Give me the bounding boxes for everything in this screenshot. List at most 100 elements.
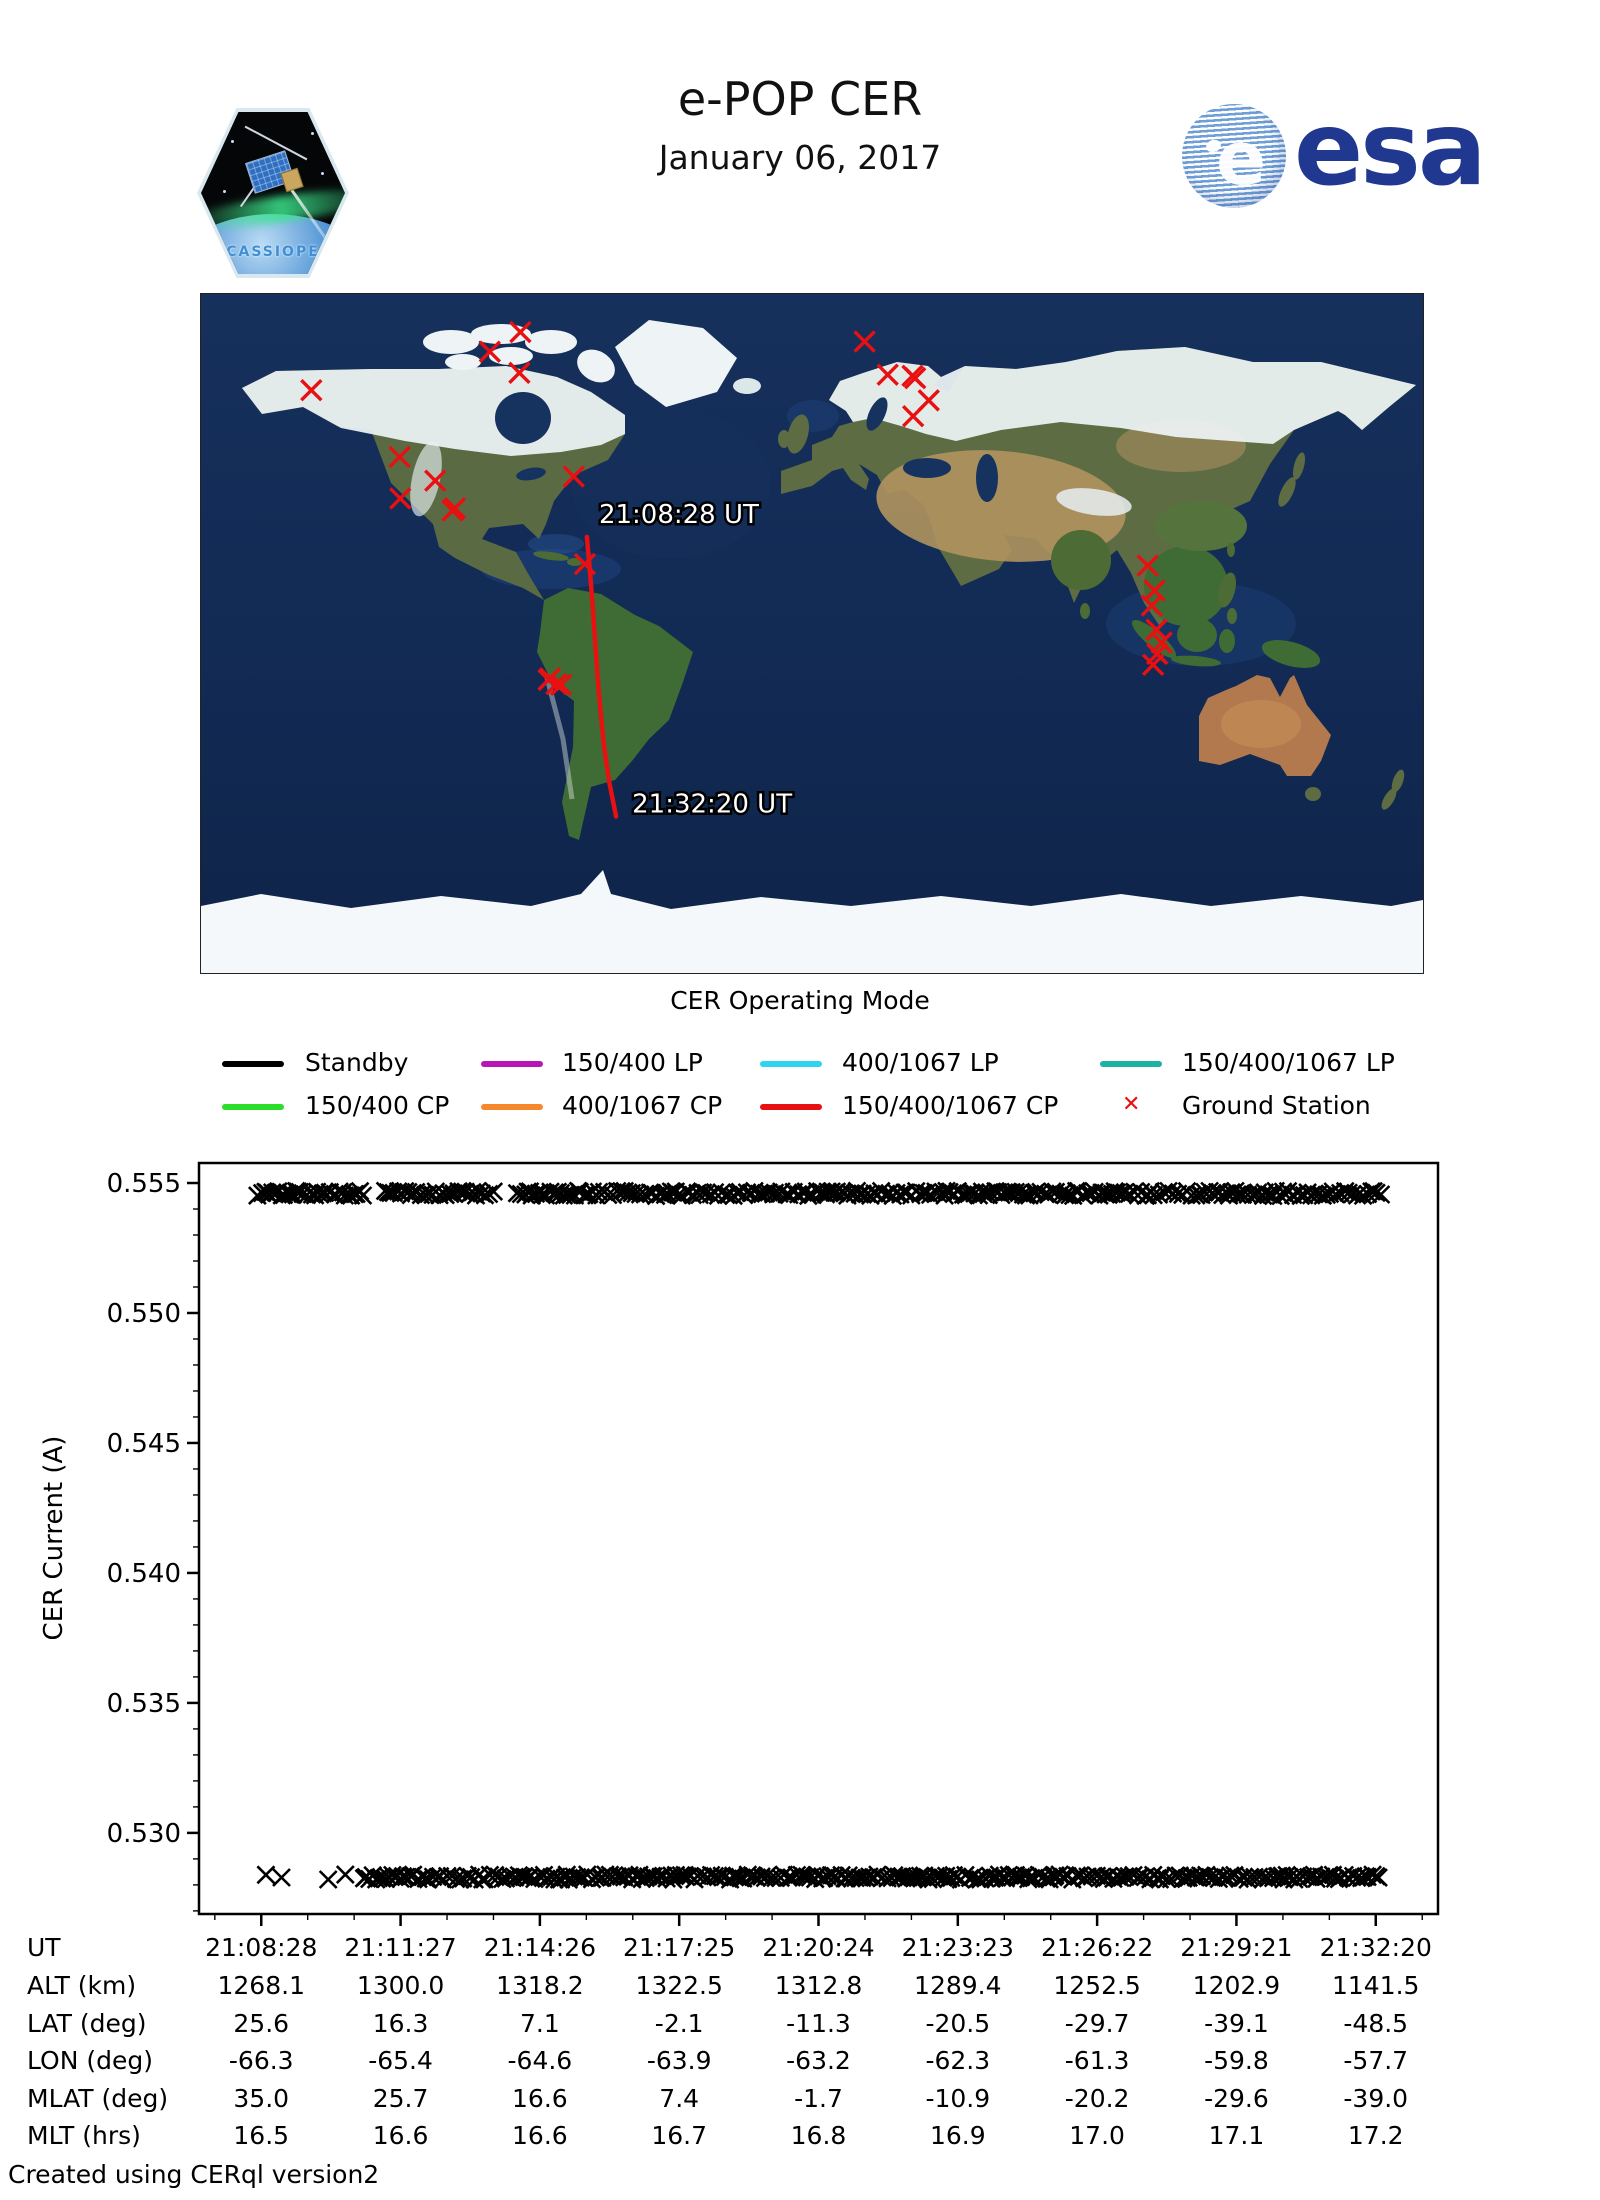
table-cell: 16.8 (790, 2121, 847, 2150)
ground-station-marker (1141, 653, 1165, 677)
world-map-svg: 21:08:28 UT 21:32:20 UT (201, 294, 1423, 973)
table-cell: 21:23:23 (901, 1933, 1014, 1962)
table-cell: 16.6 (372, 2121, 429, 2150)
ground-station-marker (876, 363, 899, 386)
table-cell: -57.7 (1343, 2046, 1409, 2075)
ground-station-marker (388, 445, 411, 469)
ground-station-marker (545, 672, 568, 696)
page-title: e-POP CER (677, 72, 923, 126)
table-cell: 21:08:28 (205, 1933, 318, 1962)
table-cell: 16.6 (512, 2121, 568, 2150)
ground-station-marker (853, 330, 876, 353)
legend-item-150-400-cp: 150/400 CP (0, 1090, 1600, 1124)
table-cell: 17.2 (1347, 2121, 1404, 2150)
legend-line-swatch (222, 1104, 284, 1110)
table-row-label: ALT (km) (27, 1971, 137, 2000)
cer-current-chart: 0.530 0.535 0.540 0.545 0.550 0.555 CER Curre… (39, 1161, 1440, 1926)
table-cell: 21:32:20 (1319, 1933, 1432, 1962)
table-cell: -65.4 (368, 2046, 433, 2075)
legend-item-label: 400/1067 CP (562, 1091, 723, 1120)
legend-title: CER Operating Mode (670, 986, 930, 1015)
legend-item-150-400-1067-lp: 150/400/1067 LP (0, 1047, 1600, 1081)
table-cell: 1289.4 (914, 1971, 1002, 2000)
table-cell: -11.3 (786, 2008, 851, 2038)
table-cell: -61.3 (1064, 2046, 1130, 2075)
y-tick-label: 0.540 (107, 1559, 181, 1589)
ground-station-marker (508, 361, 531, 385)
legend-line-swatch (760, 1061, 822, 1067)
legend-item-label: 150/400 CP (305, 1091, 450, 1120)
ground-station-marker (300, 378, 323, 402)
legend-line-swatch (1100, 1061, 1162, 1067)
ground-station-marker (901, 405, 925, 428)
legend-item-150-400-lp: 150/400 LP (0, 1047, 1600, 1081)
y-axis-label: CER Current (A) (39, 1436, 69, 1641)
y-tick-label: 0.550 (107, 1299, 181, 1329)
table-cell: 1300.0 (356, 1971, 445, 2000)
legend-line-swatch (222, 1061, 284, 1067)
ground-station-marker (478, 340, 502, 363)
table-cell: 21:14:26 (483, 1933, 597, 1962)
legend-item-label: 400/1067 LP (842, 1048, 999, 1077)
track-end-time-label: 21:32:20 UT (632, 789, 792, 819)
table-cell: 1202.9 (1192, 1971, 1281, 2000)
ground-station-marker (562, 465, 585, 488)
legend-item-label: 150/400 LP (562, 1048, 703, 1077)
table-cell: -20.2 (1064, 2083, 1130, 2113)
table-cell: 1318.2 (496, 1971, 584, 2000)
table-cell: 35.0 (233, 2083, 290, 2113)
axes-frame (197, 1161, 1440, 1916)
patch-art: CASSIOPE (201, 112, 345, 274)
legend-line-swatch (760, 1104, 822, 1110)
table-cell: 21:17:25 (623, 1933, 736, 1962)
y-tick-label: 0.530 (107, 1819, 181, 1849)
y-tick-label: 0.545 (107, 1429, 181, 1459)
table-cell: -10.9 (925, 2083, 991, 2113)
ground-station-marker (1145, 618, 1168, 641)
table-cell: 21:11:27 (344, 1933, 457, 1962)
page-date: January 06, 2017 (658, 138, 942, 177)
ground-station-marker (424, 469, 447, 492)
table-row-label: UT (27, 1933, 61, 1962)
table-cell: -63.9 (646, 2046, 712, 2075)
ground-station-x-icon: ✕ (1122, 1092, 1141, 1117)
ground-stations (300, 320, 1173, 697)
legend-item-150-400-1067-cp: 150/400/1067 CP (0, 1090, 1600, 1124)
table-cell: -59.8 (1204, 2046, 1269, 2075)
cassiope-mission-patch: CASSIOPE (197, 108, 349, 278)
table-cell: -62.3 (925, 2046, 991, 2075)
ground-station-marker (549, 673, 573, 697)
table-cell: 21:26:22 (1040, 1933, 1154, 1962)
table-cell: 16.5 (233, 2121, 290, 2150)
legend-item-label: 150/400/1067 LP (1182, 1048, 1395, 1077)
table-cell: -66.3 (228, 2046, 294, 2075)
table-cell: -2.1 (654, 2008, 704, 2038)
table-cell: -39.0 (1343, 2083, 1409, 2113)
table-cell: 16.3 (372, 2008, 429, 2038)
legend-line-swatch (481, 1061, 543, 1067)
table-cell: 21:20:24 (762, 1933, 875, 1962)
scatter-markers (247, 1181, 1391, 1890)
table-cell: 1252.5 (1053, 1971, 1141, 2000)
esa-globe-icon: e (1182, 104, 1286, 208)
esa-logo: e esa (1182, 90, 1492, 214)
table-cell: -1.7 (794, 2083, 843, 2113)
table-cell: -39.1 (1204, 2008, 1269, 2038)
table-cell: 17.0 (1069, 2121, 1125, 2150)
table-row-label: LAT (deg) (27, 2008, 147, 2038)
legend-item-400-1067-cp: 400/1067 CP (0, 1090, 1600, 1124)
table-cell: -48.5 (1343, 2008, 1409, 2038)
legend-line-swatch (481, 1104, 543, 1110)
y-tick-label: 0.555 (107, 1169, 181, 1199)
table-cell: -63.2 (786, 2046, 851, 2075)
world-map: 21:08:28 UT 21:32:20 UT (200, 293, 1424, 974)
table-cell: -29.7 (1064, 2008, 1130, 2038)
legend-item-label: 150/400/1067 CP (842, 1091, 1059, 1120)
table-cell: 1268.1 (217, 1971, 305, 2000)
ground-track (584, 534, 619, 819)
table-cell: 16.7 (651, 2121, 708, 2150)
antarctica (201, 870, 1423, 973)
legend: Standby 150/400 LP 400/1067 LP 150/400/1067… (0, 1036, 1600, 1136)
y-tick-labels: 0.530 0.535 0.540 0.545 0.550 0.555 (107, 1169, 181, 1849)
